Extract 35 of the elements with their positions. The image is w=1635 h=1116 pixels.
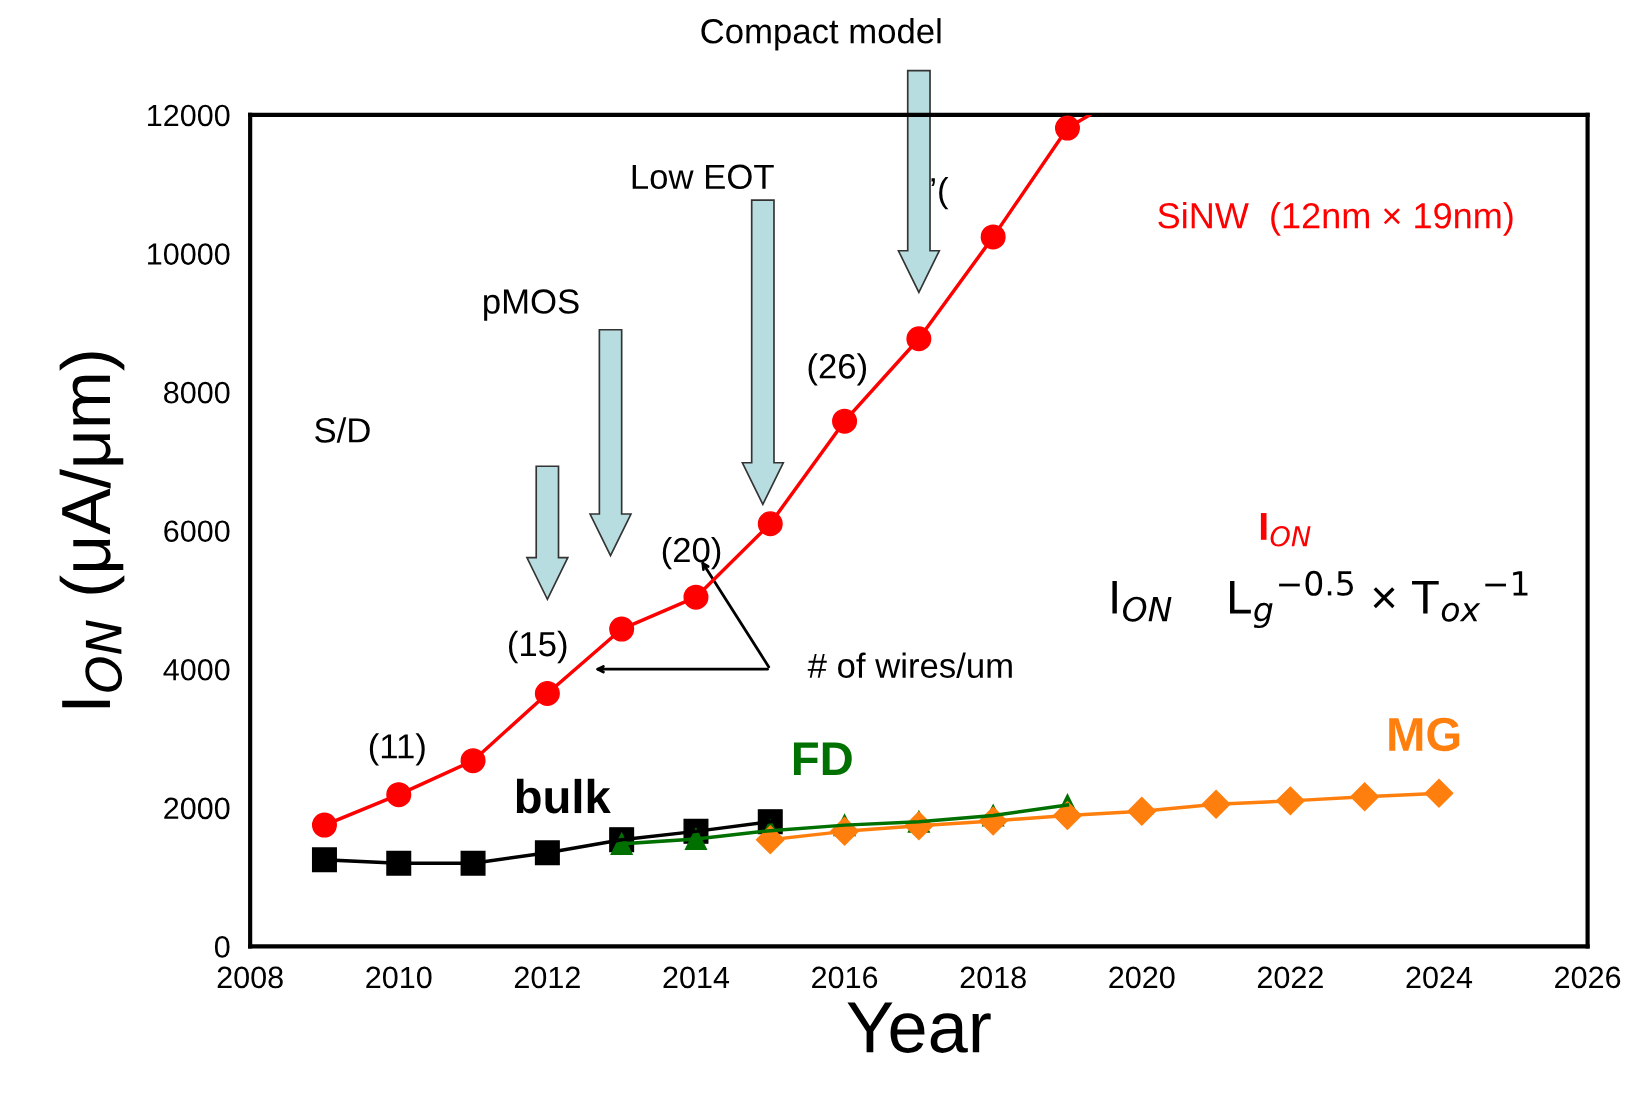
y-tick-label: 12000 bbox=[148, 104, 230, 127]
annotation: pMOS bbox=[484, 289, 579, 321]
series-label: MG bbox=[1389, 717, 1460, 752]
annotation: Low EOT bbox=[632, 164, 774, 190]
series-label: FD bbox=[793, 742, 852, 775]
annotation: (11) bbox=[369, 733, 425, 766]
x-tick-label: 2024 bbox=[1406, 966, 1473, 989]
x-tick-label: 2022 bbox=[1257, 966, 1323, 989]
x-tick-label: 2012 bbox=[514, 966, 580, 989]
x-tick-label: 2016 bbox=[812, 966, 878, 989]
annotation: I$_{ON}$ bbox=[1260, 513, 1311, 547]
x-tick-label: 2010 bbox=[366, 966, 432, 989]
y-tick-label: 10000 bbox=[148, 243, 230, 265]
annotation: (15) bbox=[508, 630, 567, 664]
x-tick-label: 2026 bbox=[1555, 966, 1621, 989]
x-axis-title: Year bbox=[847, 1002, 991, 1053]
annotation: ’( bbox=[931, 176, 949, 210]
x-tick-label: 2018 bbox=[960, 966, 1026, 989]
y-tick-label: 2000 bbox=[164, 797, 230, 820]
text: I$_{ON}$ L$_{g}$$^{−0.5}$ × T$_{ox}$$^{−1}$ bbox=[1112, 570, 1528, 629]
x-tick-label: 2014 bbox=[663, 966, 730, 989]
y-tick-label: 8000 bbox=[164, 381, 230, 404]
annotation: (26) bbox=[808, 353, 867, 386]
x-tick-label: 2008 bbox=[217, 966, 283, 989]
annotation: S/D bbox=[315, 417, 370, 443]
text: SiNW (12nm × 19nm) bbox=[1158, 202, 1513, 236]
text: Compact model bbox=[701, 18, 941, 51]
x-tick-label: 2020 bbox=[1109, 966, 1175, 989]
series-label: bulk bbox=[516, 778, 611, 814]
y-tick-label: 0 bbox=[214, 936, 230, 958]
y-tick-label: 4000 bbox=[163, 658, 230, 681]
annotation: # of wires/um bbox=[807, 652, 1012, 678]
y-tick-label: 6000 bbox=[164, 520, 230, 543]
y-axis-title: I$_{ON}$ (μA/μm) bbox=[59, 352, 125, 708]
annotation: (20) bbox=[662, 536, 721, 570]
